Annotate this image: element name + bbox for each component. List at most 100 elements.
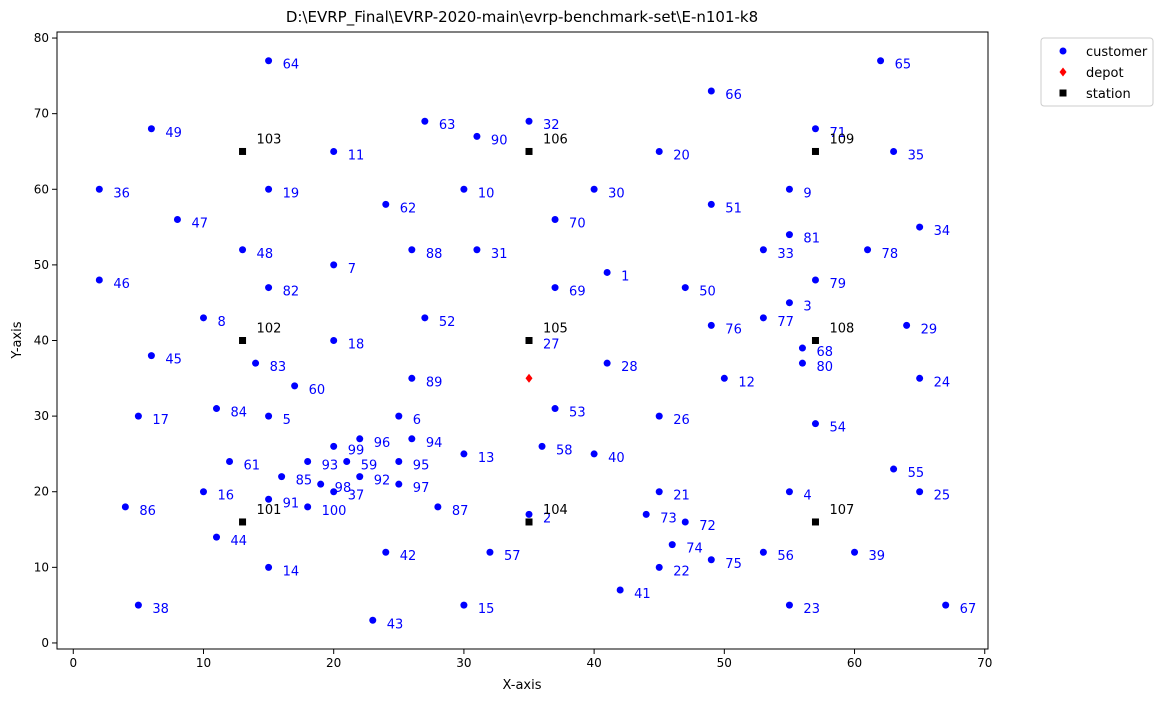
customer-point xyxy=(916,223,924,231)
customer-point xyxy=(785,601,793,609)
customer-label: 65 xyxy=(895,58,912,73)
customer-point xyxy=(590,185,598,193)
y-axis-label: Y-axis xyxy=(10,321,25,359)
customer-point xyxy=(213,533,221,541)
customer-label: 95 xyxy=(413,458,430,473)
legend-depot-marker xyxy=(1059,67,1067,77)
station-label: 108 xyxy=(829,322,854,337)
customer-label: 17 xyxy=(152,413,169,428)
customer-label: 27 xyxy=(543,338,560,353)
customer-point xyxy=(265,57,273,65)
chart-title: D:\EVRP_Final\EVRP-2020-main\evrp-benchm… xyxy=(286,8,758,27)
customer-label: 15 xyxy=(478,602,495,617)
customer-label: 63 xyxy=(439,118,456,133)
customer-point xyxy=(199,314,207,322)
legend-station-marker xyxy=(1059,89,1067,97)
customer-label: 69 xyxy=(569,285,586,300)
station-label: 105 xyxy=(543,322,568,337)
customer-point xyxy=(811,125,819,133)
customer-label: 53 xyxy=(569,406,586,421)
y-tick-label: 10 xyxy=(34,560,49,574)
customer-label: 92 xyxy=(374,474,391,489)
customer-label: 25 xyxy=(934,489,951,504)
customer-point xyxy=(330,442,338,450)
depot-point xyxy=(525,373,533,383)
customer-label: 21 xyxy=(673,489,690,504)
customer-point xyxy=(798,359,806,367)
customer-label: 33 xyxy=(777,247,794,262)
y-tick-label: 20 xyxy=(34,485,49,499)
customer-label: 77 xyxy=(777,315,794,330)
legend-customer-marker xyxy=(1059,47,1067,55)
station-point xyxy=(525,518,533,526)
customer-point xyxy=(916,374,924,382)
customer-point xyxy=(291,382,299,390)
legend-station-label: station xyxy=(1086,87,1131,102)
customer-label: 93 xyxy=(322,458,339,473)
customer-label: 9 xyxy=(803,186,811,201)
y-tick-label: 50 xyxy=(34,258,49,272)
plot-frame xyxy=(56,31,989,650)
customer-label: 59 xyxy=(361,458,378,473)
customer-point xyxy=(890,147,898,155)
customer-label: 75 xyxy=(725,557,742,572)
customer-label: 5 xyxy=(283,413,291,428)
customer-label: 50 xyxy=(699,285,716,300)
customer-point xyxy=(655,563,663,571)
customer-label: 32 xyxy=(543,118,560,133)
y-tick-label: 30 xyxy=(34,409,49,423)
customer-point xyxy=(239,246,247,254)
customer-label: 76 xyxy=(725,322,742,337)
customer-label: 43 xyxy=(387,617,404,632)
customer-label: 64 xyxy=(283,58,300,73)
customer-label: 96 xyxy=(374,436,391,451)
y-tick-label: 70 xyxy=(34,107,49,121)
customer-point xyxy=(681,284,689,292)
customer-point xyxy=(265,495,273,503)
station-point xyxy=(239,337,247,344)
customer-point xyxy=(134,412,142,420)
axis-ticks: 0 10 20 30 40 50 60 70 0 10 20 30 40 50 60 70 80 xyxy=(34,31,993,670)
customer-label: 13 xyxy=(478,451,495,466)
station-label: 103 xyxy=(257,132,282,147)
customer-point xyxy=(877,57,885,65)
customer-point xyxy=(473,132,481,140)
customer-point xyxy=(551,216,559,224)
customer-point xyxy=(252,359,260,367)
customer-label: 41 xyxy=(634,587,651,602)
customer-point xyxy=(213,405,221,413)
customer-point xyxy=(759,314,767,322)
station-label: 101 xyxy=(257,503,282,518)
customer-label: 62 xyxy=(400,201,417,216)
customer-point xyxy=(890,465,898,473)
customer-label: 74 xyxy=(686,542,703,557)
customer-point xyxy=(265,185,273,193)
customer-label: 23 xyxy=(803,602,820,617)
customer-point xyxy=(707,321,715,329)
customer-label: 4 xyxy=(803,489,811,504)
customer-label: 72 xyxy=(699,519,716,534)
customer-point xyxy=(460,185,468,193)
customer-point xyxy=(330,147,338,155)
y-tick-label: 0 xyxy=(41,636,49,650)
customer-point xyxy=(759,246,767,254)
customer-point xyxy=(382,548,390,556)
customer-label: 94 xyxy=(426,436,443,451)
customer-label: 97 xyxy=(413,481,430,496)
customer-point xyxy=(551,284,559,292)
customer-label: 2 xyxy=(543,511,551,526)
customer-point xyxy=(121,503,129,511)
customer-label: 7 xyxy=(348,262,356,277)
customer-label: 81 xyxy=(803,232,820,247)
customer-point xyxy=(798,344,806,352)
customer-point xyxy=(95,185,103,193)
customer-point xyxy=(759,548,767,556)
customer-label: 3 xyxy=(803,300,811,315)
customer-label: 18 xyxy=(348,338,365,353)
customer-label: 39 xyxy=(869,549,886,564)
customer-point xyxy=(460,450,468,458)
x-tick-label: 50 xyxy=(717,656,732,670)
customer-label: 84 xyxy=(231,406,248,421)
customer-label: 45 xyxy=(165,353,182,368)
